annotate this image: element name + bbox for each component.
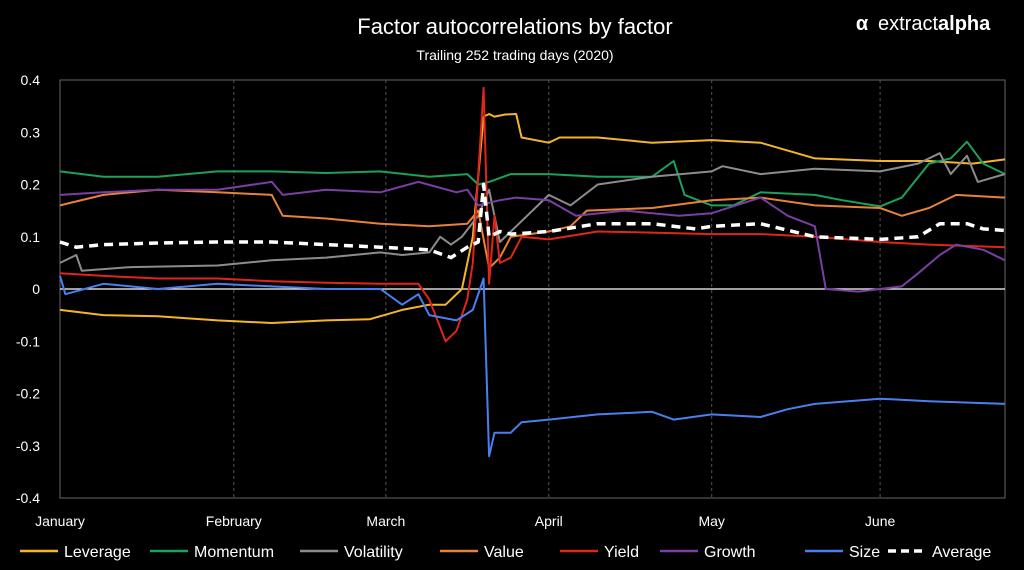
legend-label-size: Size bbox=[849, 544, 880, 561]
legend-label-volatility: Volatility bbox=[344, 544, 403, 561]
y-tick-label: -0.2 bbox=[16, 386, 40, 402]
brand-logo: α extractalpha bbox=[856, 13, 991, 35]
legend: Leverage Momentum Volatility Value Yield Grow… bbox=[20, 544, 991, 561]
chart-title: Factor autocorrelations by factor bbox=[357, 14, 672, 39]
chart-subtitle: Trailing 252 trading days (2020) bbox=[416, 47, 613, 63]
legend-label-growth: Growth bbox=[704, 544, 756, 561]
brand-symbol-icon: α bbox=[856, 13, 869, 35]
x-tick-label: February bbox=[206, 513, 262, 529]
x-tick-label: May bbox=[698, 513, 724, 529]
x-tick-label: January bbox=[35, 513, 85, 529]
y-tick-label: 0.3 bbox=[21, 124, 41, 140]
series-line-size bbox=[59, 275, 1006, 458]
legend-label-value: Value bbox=[484, 544, 524, 561]
series-line-growth bbox=[59, 180, 1006, 293]
brand-name: extractalpha bbox=[878, 13, 991, 35]
legend-label-momentum: Momentum bbox=[194, 544, 274, 561]
y-tick-label: -0.1 bbox=[16, 333, 40, 349]
x-tick-label: June bbox=[865, 513, 896, 529]
series-line-value bbox=[59, 188, 1006, 270]
x-tick-label: March bbox=[366, 513, 405, 529]
legend-label-average: Average bbox=[932, 544, 991, 561]
y-tick-label: -0.3 bbox=[16, 438, 40, 454]
x-tick-label: April bbox=[535, 513, 563, 529]
y-axis-ticks: 0.4 0.3 0.2 0.1 0 -0.1 -0.2 -0.3 -0.4 bbox=[16, 72, 40, 506]
y-tick-label: 0.2 bbox=[21, 177, 41, 193]
y-tick-label: 0.4 bbox=[21, 72, 41, 88]
legend-label-yield: Yield bbox=[604, 544, 639, 561]
legend-label-leverage: Leverage bbox=[64, 544, 131, 561]
y-tick-label: 0 bbox=[32, 281, 40, 297]
gridlines bbox=[60, 80, 1005, 498]
y-tick-label: 0.1 bbox=[21, 229, 41, 245]
series-line-yield bbox=[59, 86, 1006, 343]
series-line-average bbox=[59, 182, 1006, 260]
series-line-leverage bbox=[59, 113, 1006, 324]
x-axis-ticks: January February March April May June bbox=[35, 513, 895, 529]
y-tick-label: -0.4 bbox=[16, 490, 40, 506]
series-lines bbox=[59, 86, 1006, 458]
